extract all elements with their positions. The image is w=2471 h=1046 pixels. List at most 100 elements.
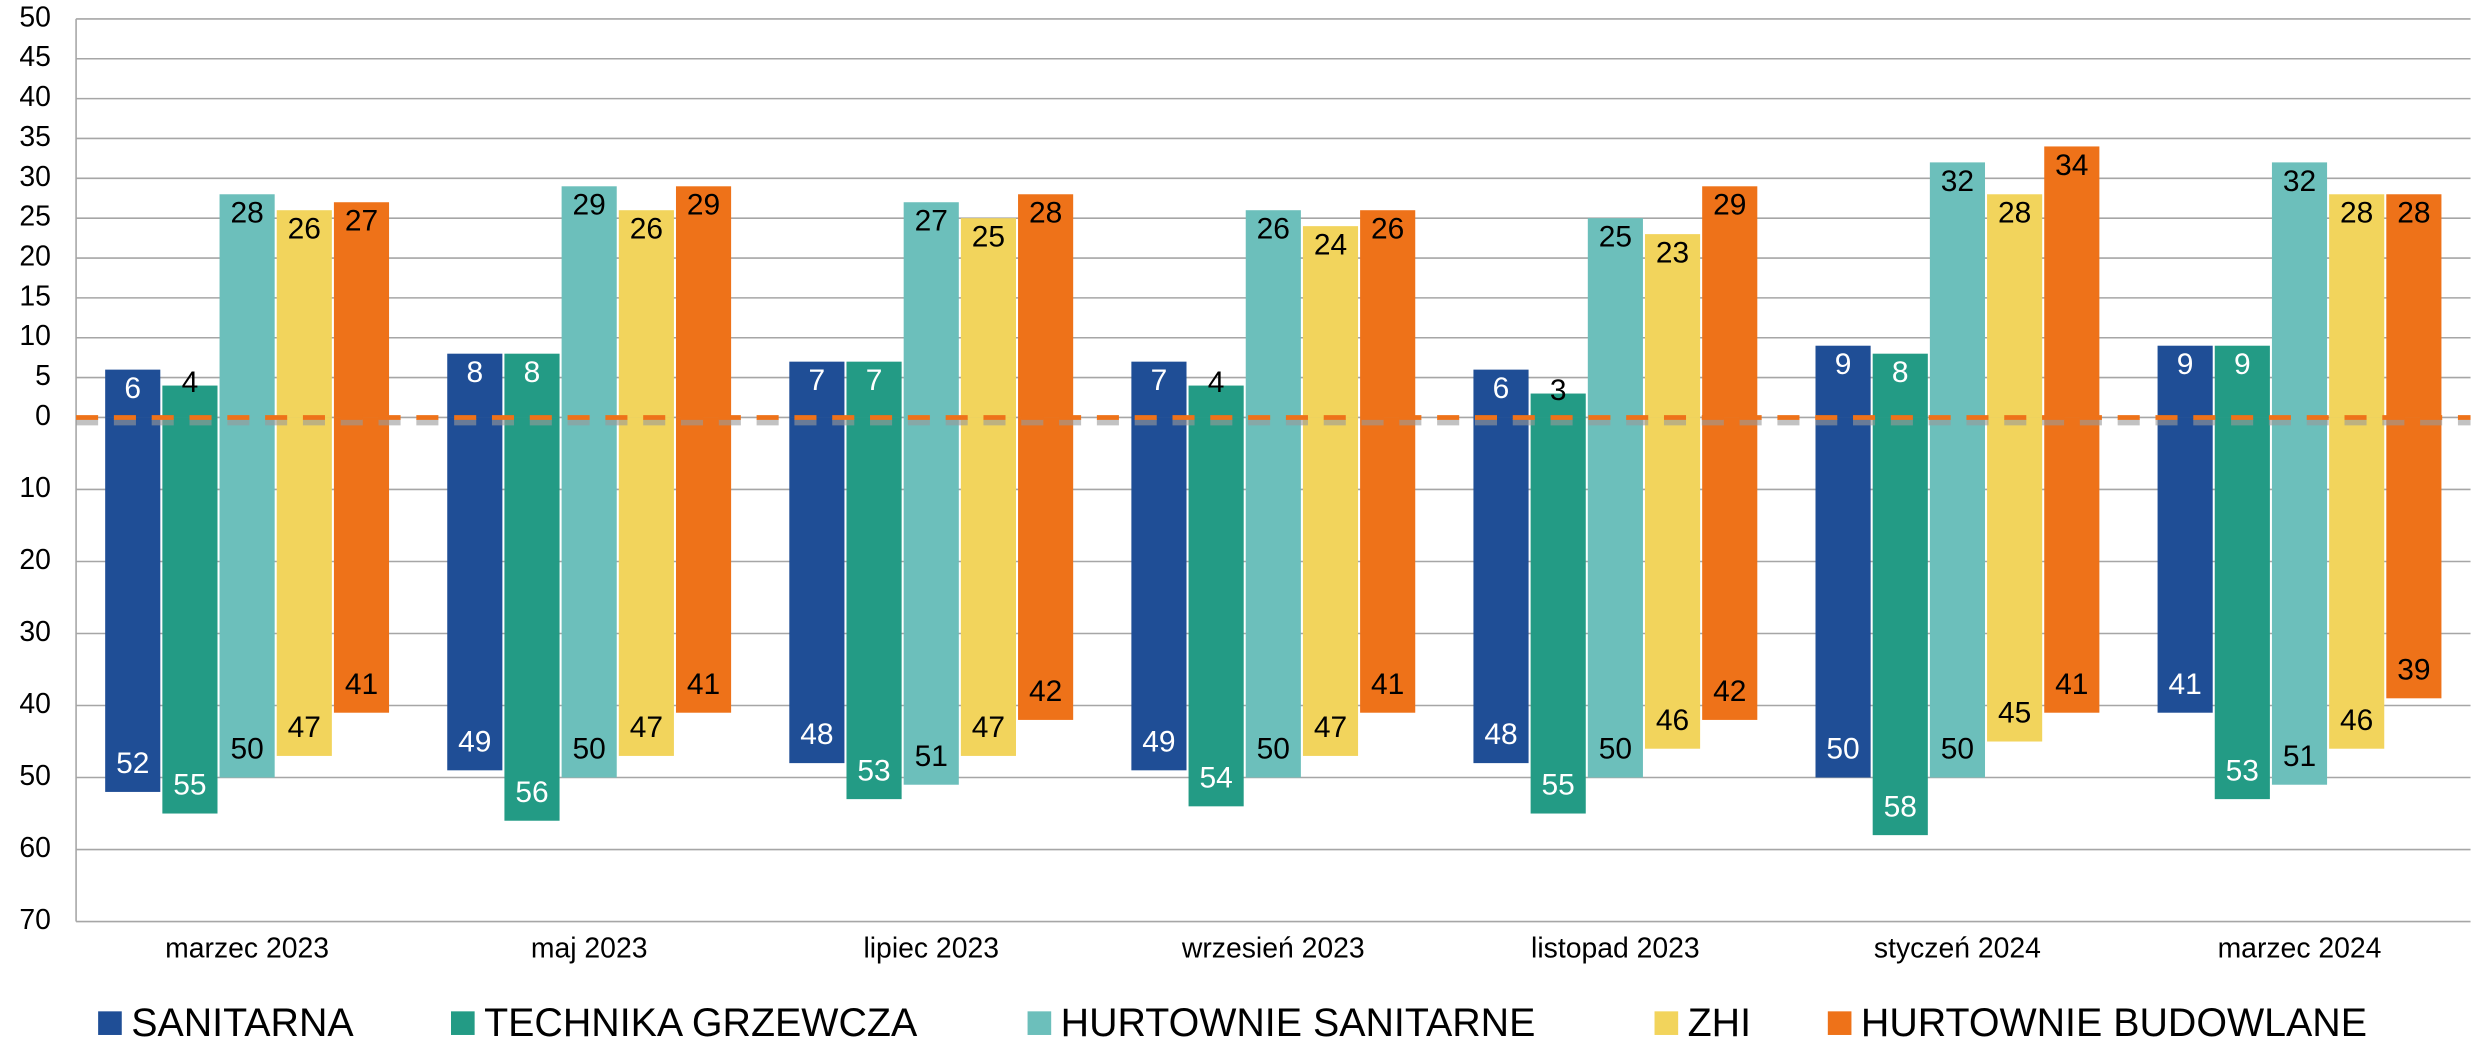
legend-swatch (1827, 1011, 1852, 1035)
y2-tick-label: 60 (19, 832, 51, 864)
legend-label: TECHNIKA GRZEWCZA (484, 1001, 918, 1045)
bar (675, 186, 732, 418)
legend-label: HURTOWNIE SANITARNE (1061, 1001, 1536, 1045)
bar (1702, 417, 1758, 720)
bar (105, 417, 161, 792)
value-label: 9 (2234, 348, 2251, 381)
bar (162, 385, 218, 418)
value-label: 49 (458, 725, 491, 758)
bar (1872, 417, 1928, 836)
bar (1987, 194, 2043, 418)
value-label: 46 (2340, 704, 2373, 737)
bar (1245, 417, 1301, 778)
bar (1815, 345, 1871, 418)
bar (219, 417, 275, 778)
bar (2214, 417, 2270, 800)
value-label: 58 (1884, 790, 1917, 823)
value-label: 48 (1484, 718, 1517, 751)
x-tick-label: marzec 2023 (165, 932, 329, 964)
value-label: 29 (687, 189, 720, 222)
bar (1587, 417, 1643, 778)
x-tick-label: lipiec 2023 (863, 932, 999, 964)
value-label: 47 (1314, 711, 1347, 744)
bar (960, 417, 1016, 756)
bar (903, 202, 959, 418)
bar (618, 210, 674, 418)
value-label: 56 (515, 776, 548, 809)
value-label: 27 (915, 205, 948, 238)
value-label: 41 (2168, 668, 2201, 701)
bar (1872, 353, 1928, 418)
bar (1644, 234, 1701, 418)
bar (1644, 417, 1701, 749)
value-label: 32 (2283, 165, 2316, 198)
bar (2386, 417, 2442, 699)
bar (1530, 417, 1586, 814)
bar (846, 417, 902, 800)
x-tick-label: styczeń 2024 (1874, 932, 2041, 964)
bar (1302, 226, 1359, 418)
y2-tick-label: 70 (19, 904, 51, 936)
y-tick-label: 30 (19, 161, 51, 193)
value-label: 28 (1998, 197, 2031, 230)
value-label: 53 (857, 754, 890, 787)
bar (2044, 146, 2100, 418)
value-label: 26 (1371, 213, 1404, 246)
legend-swatch (98, 1011, 122, 1035)
value-label: 45 (1998, 697, 2031, 730)
legend-swatch (451, 1011, 475, 1035)
value-label: 4 (182, 366, 199, 399)
bar (1245, 210, 1301, 418)
value-label: 52 (116, 747, 149, 780)
value-label: 25 (1599, 221, 1632, 254)
y-tick-label: 0 (35, 400, 51, 432)
bar (846, 361, 902, 418)
bar (1302, 417, 1359, 756)
bar (2157, 345, 2213, 418)
value-label: 41 (1371, 668, 1404, 701)
value-label: 7 (1151, 364, 1168, 397)
value-label: 50 (573, 733, 606, 766)
value-label: 26 (1257, 213, 1290, 246)
bar (1530, 393, 1586, 418)
value-label: 53 (2226, 754, 2259, 787)
value-label: 26 (288, 213, 321, 246)
value-label: 46 (1656, 704, 1689, 737)
value-label: 55 (1542, 769, 1575, 802)
y-tick-label: 35 (19, 121, 51, 153)
bar (1929, 417, 1986, 778)
value-label: 42 (1713, 675, 1746, 708)
value-label: 50 (1826, 733, 1859, 766)
value-label: 48 (800, 718, 833, 751)
y2-tick-label: 40 (19, 688, 51, 720)
value-label: 54 (1199, 761, 1232, 794)
bar (1702, 186, 1758, 418)
bar (1815, 417, 1871, 778)
value-label: 4 (1208, 366, 1225, 399)
x-tick-label: marzec 2024 (2218, 932, 2382, 964)
bar (618, 417, 674, 756)
y-tick-label: 50 (19, 1, 51, 33)
value-label: 7 (866, 364, 883, 397)
bar (1587, 218, 1643, 418)
bar (333, 417, 390, 713)
bar (2271, 162, 2328, 418)
bar (276, 210, 332, 418)
value-label: 50 (1599, 733, 1632, 766)
value-label: 41 (2055, 668, 2088, 701)
value-label: 23 (1656, 237, 1689, 270)
bar (447, 417, 503, 771)
legend-label: HURTOWNIE BUDOWLANE (1861, 1001, 2367, 1045)
value-label: 7 (809, 364, 826, 397)
value-label: 32 (1941, 165, 1974, 198)
legend-label: ZHI (1688, 1001, 1751, 1045)
value-label: 51 (915, 740, 948, 773)
bar (1360, 417, 1416, 713)
value-label: 42 (1029, 675, 1062, 708)
y-tick-label: 20 (19, 241, 51, 273)
bar (447, 353, 503, 418)
value-label: 28 (2397, 197, 2430, 230)
y-tick-label: 45 (19, 41, 51, 73)
